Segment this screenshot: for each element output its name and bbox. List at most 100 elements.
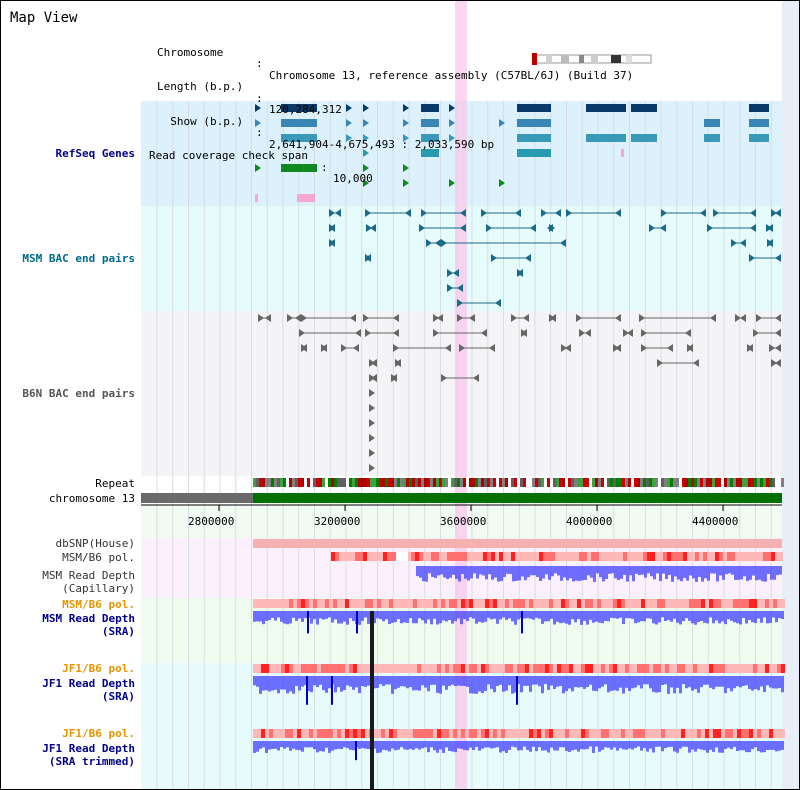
msm-depth-sra — [553, 611, 556, 625]
repeat-segment — [544, 478, 547, 487]
msm-depth-sra — [556, 611, 559, 622]
info-sep: : — [256, 126, 263, 139]
jf1-depth-sra — [580, 676, 583, 688]
msm-depth-sra — [538, 611, 541, 619]
msm-b6-pol-sra — [333, 599, 337, 608]
jf1-b6-pol-trim — [445, 729, 449, 738]
refseq-gene — [749, 104, 769, 112]
msm-b6-pol-sra — [433, 599, 437, 608]
jf1-b6-pol-trim — [309, 729, 313, 738]
msm-depth-cap — [713, 566, 716, 574]
msm-depth-sra — [304, 611, 307, 619]
msm-depth-sra — [676, 611, 679, 623]
msm-bac-end — [515, 209, 521, 217]
refseq-gene — [631, 134, 657, 142]
jf1-depth-trim — [421, 741, 424, 749]
jf1-depth-sra — [439, 676, 442, 694]
jf1-b6-pol-trim — [337, 729, 341, 738]
b6n-bac-end — [369, 404, 375, 412]
track-label-b6n-bac[interactable]: B6N BAC end pairs — [22, 387, 135, 400]
jf1-b6-pol-sra — [729, 664, 733, 673]
jf1-depth-sra — [631, 676, 634, 689]
b6n-bac-end — [747, 344, 753, 352]
refseq-gene-arrow — [449, 119, 455, 127]
jf1-depth-trim — [685, 741, 688, 747]
msm-depth-sra — [484, 611, 487, 622]
msm-depth-cap — [425, 566, 428, 582]
jf1-depth-sra — [286, 676, 289, 694]
msm-depth-sra — [637, 611, 640, 623]
msm-depth-cap — [650, 566, 653, 577]
jf1-depth-trim — [625, 741, 628, 750]
repeat-segment — [535, 478, 538, 487]
jf1-b6-pol-trim — [317, 729, 321, 738]
repeat-segment — [262, 478, 265, 487]
msm-depth-sra — [349, 611, 352, 619]
refseq-gene-arrow — [449, 179, 455, 187]
msm-b6-pol-sra — [265, 599, 269, 608]
msm-depth-cap — [731, 566, 734, 575]
b6n-bac-end — [550, 314, 556, 322]
msm-bac-end — [649, 224, 655, 232]
msm-depth-sra — [658, 611, 661, 623]
b6n-bac-end — [371, 359, 377, 367]
msm-bac-end — [419, 224, 425, 232]
b6n-bac-end — [639, 314, 645, 322]
msm-depth-cap — [434, 566, 437, 578]
jf1-depth-trim — [418, 741, 421, 750]
msm-depth-cap — [677, 566, 680, 580]
jf1-b6-pol-trim — [285, 729, 289, 738]
msm-depth-sra — [625, 611, 628, 619]
jf1-depth-trim — [580, 741, 583, 750]
jf1-depth-trim — [628, 741, 631, 749]
jf1-depth-trim — [454, 741, 457, 753]
msm-depth-sra — [418, 611, 421, 619]
jf1-depth-sra — [562, 676, 565, 694]
msm-b6-pol-cap — [387, 552, 391, 561]
repeat-segment — [778, 478, 781, 487]
msm-bac-end — [335, 209, 341, 217]
msm-b6-pol-sra — [457, 599, 461, 608]
msm-depth-sra — [769, 611, 772, 623]
msm-b6-pol-sra — [645, 599, 649, 608]
msm-depth-cap — [482, 566, 485, 576]
jf1-depth-trim-spike — [355, 741, 357, 761]
chromosome-bar-gap — [141, 493, 253, 503]
msm-depth-sra — [607, 611, 610, 622]
jf1-b6-pol-sra — [697, 664, 701, 673]
msm-bac-end — [435, 239, 441, 247]
jf1-b6-pol-sra — [645, 664, 649, 673]
repeat-segment — [409, 478, 412, 487]
repeat-segment — [448, 478, 451, 487]
msm-b6-pol-sra — [605, 599, 609, 608]
repeat-segment — [427, 478, 430, 487]
msm-b6-pol-cap — [663, 552, 667, 561]
msm-b6-pol-sra — [637, 599, 641, 608]
jf1-b6-pol-trim — [329, 729, 333, 738]
jf1-b6-pol-trim — [421, 729, 425, 738]
msm-bac-end — [775, 209, 781, 217]
track-label-msm-bac[interactable]: MSM BAC end pairs — [22, 252, 135, 265]
jf1-depth-sra — [754, 676, 757, 690]
refseq-gene-arrow — [255, 164, 261, 172]
jf1-depth-trim — [745, 741, 748, 753]
repeat-segment — [595, 478, 598, 487]
jf1-b6-pol-trim — [689, 729, 693, 738]
msm-b6-pol-sra — [337, 599, 341, 608]
jf1-b6-pol-sra — [737, 664, 741, 673]
msm-depth-sra — [742, 611, 745, 618]
msm-b6-pol-cap — [535, 552, 539, 561]
jf1-depth-sra — [718, 676, 721, 687]
info-key: Chromosome — [157, 45, 224, 59]
jf1-b6-pol-sra — [581, 664, 585, 673]
msm-depth-sra — [451, 611, 454, 624]
msm-b6-pol-sra — [765, 599, 769, 608]
msm-depth-cap — [455, 566, 458, 579]
msm-depth-cap — [584, 566, 587, 580]
msm-b6-pol-cap — [363, 552, 367, 561]
jf1-b6-pol-sra — [521, 664, 525, 673]
repeat-segment — [373, 478, 376, 487]
msm-depth-cap — [476, 566, 479, 579]
track-label-refseq[interactable]: RefSeq Genes — [55, 147, 135, 160]
